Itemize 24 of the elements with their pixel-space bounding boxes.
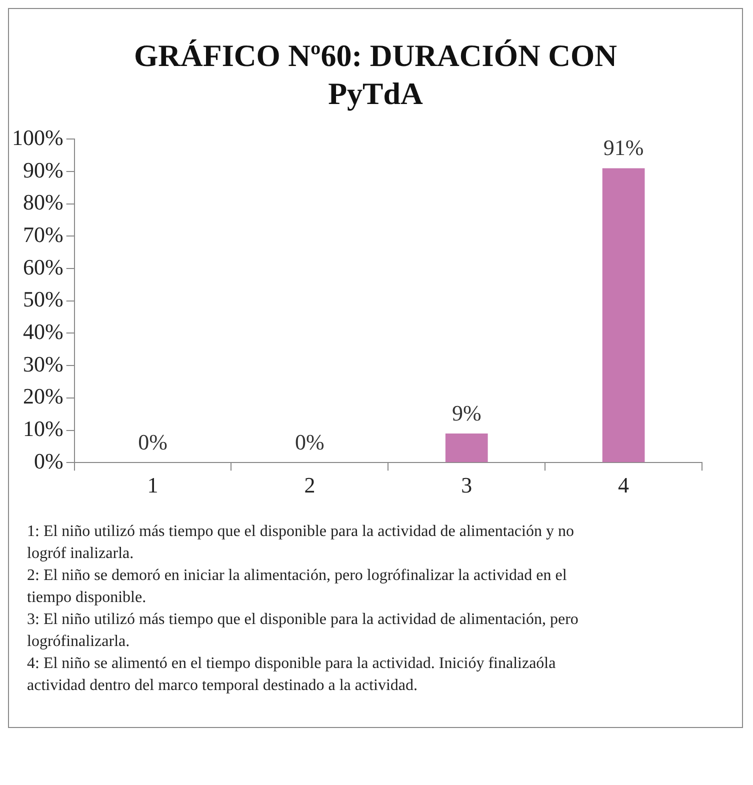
x-tick-label: 2: [304, 472, 316, 498]
y-tick-label: 0%: [34, 448, 64, 474]
y-tick-label: 60%: [23, 254, 64, 280]
chart-title: GRÁFICO Nº60: DURACIÓN CON PyTdA: [133, 37, 618, 113]
data-label: 0%: [138, 429, 168, 454]
text: 1: El niño utilizó más tiempo que el disponible para la actividad de alimentación y no logróf inalizarla.: [27, 522, 575, 564]
y-tick-label: 50%: [23, 286, 64, 312]
x-tick-label: 3: [461, 472, 472, 498]
y-tick-label: 90%: [23, 157, 64, 182]
y-tick-label: 40%: [23, 319, 64, 344]
data-label: 91%: [603, 135, 644, 160]
x-tick-label: 1: [147, 472, 158, 498]
text: 2: El niño se demoró en iniciar la alimentación, pero logrófinalizar la actividad en el tiempo disponible.: [27, 566, 568, 608]
y-tick-label: 70%: [23, 222, 64, 247]
y-tick-label: 10%: [23, 416, 64, 442]
y-tick-label: 20%: [23, 384, 64, 409]
data-label: 0%: [295, 429, 324, 454]
y-tick-label: 30%: [23, 351, 64, 376]
y-tick-label: 80%: [23, 190, 64, 215]
y-tick-label: 100%: [12, 124, 64, 150]
text: 3: El niño utilizó más tiempo que el disponible para la actividad de alimentación, pero logrófinalizarla.: [27, 610, 580, 652]
x-tick-label: 4: [618, 472, 630, 498]
text: 4: El niño se alimentó en el tiempo disponible para la actividad. Inicióy finalizaóla actividad dentro del marco temporal destinado a la actividad.: [27, 654, 557, 696]
data-label: 9%: [452, 400, 482, 426]
